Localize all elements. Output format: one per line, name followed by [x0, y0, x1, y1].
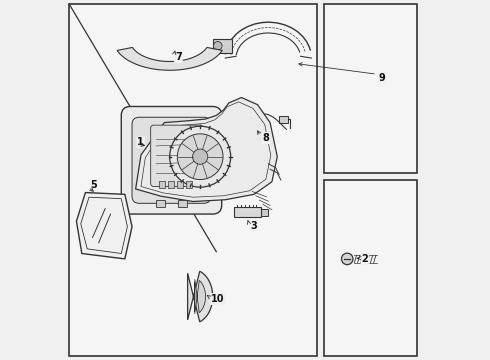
Circle shape [170, 126, 231, 187]
Text: 2: 2 [362, 254, 368, 264]
Bar [234, 207, 261, 217]
FancyBboxPatch shape [324, 180, 417, 356]
FancyBboxPatch shape [69, 4, 317, 356]
FancyBboxPatch shape [122, 107, 221, 214]
Text: 8: 8 [262, 133, 269, 143]
Text: 4: 4 [213, 156, 220, 166]
Circle shape [342, 253, 353, 265]
FancyBboxPatch shape [132, 117, 211, 203]
Text: 5: 5 [90, 180, 97, 190]
Text: 10: 10 [211, 294, 225, 304]
Bar [178, 201, 187, 207]
Bar [159, 181, 165, 188]
Circle shape [214, 41, 222, 50]
Bar [177, 181, 183, 188]
Bar [279, 116, 288, 123]
Bar [156, 201, 165, 207]
Polygon shape [188, 271, 213, 322]
Polygon shape [117, 48, 222, 70]
Polygon shape [76, 193, 132, 259]
Polygon shape [195, 279, 205, 314]
Circle shape [177, 134, 223, 180]
Bar [186, 181, 192, 188]
Text: 3: 3 [251, 221, 257, 230]
Bar [213, 39, 232, 53]
FancyBboxPatch shape [151, 125, 203, 186]
Circle shape [193, 149, 208, 164]
Polygon shape [136, 98, 277, 202]
Text: 9: 9 [378, 73, 385, 83]
Bar [261, 209, 268, 216]
Text: 6: 6 [214, 162, 221, 172]
Bar [168, 181, 174, 188]
Text: 7: 7 [175, 52, 182, 62]
FancyBboxPatch shape [324, 4, 417, 173]
Text: 1: 1 [137, 138, 144, 147]
